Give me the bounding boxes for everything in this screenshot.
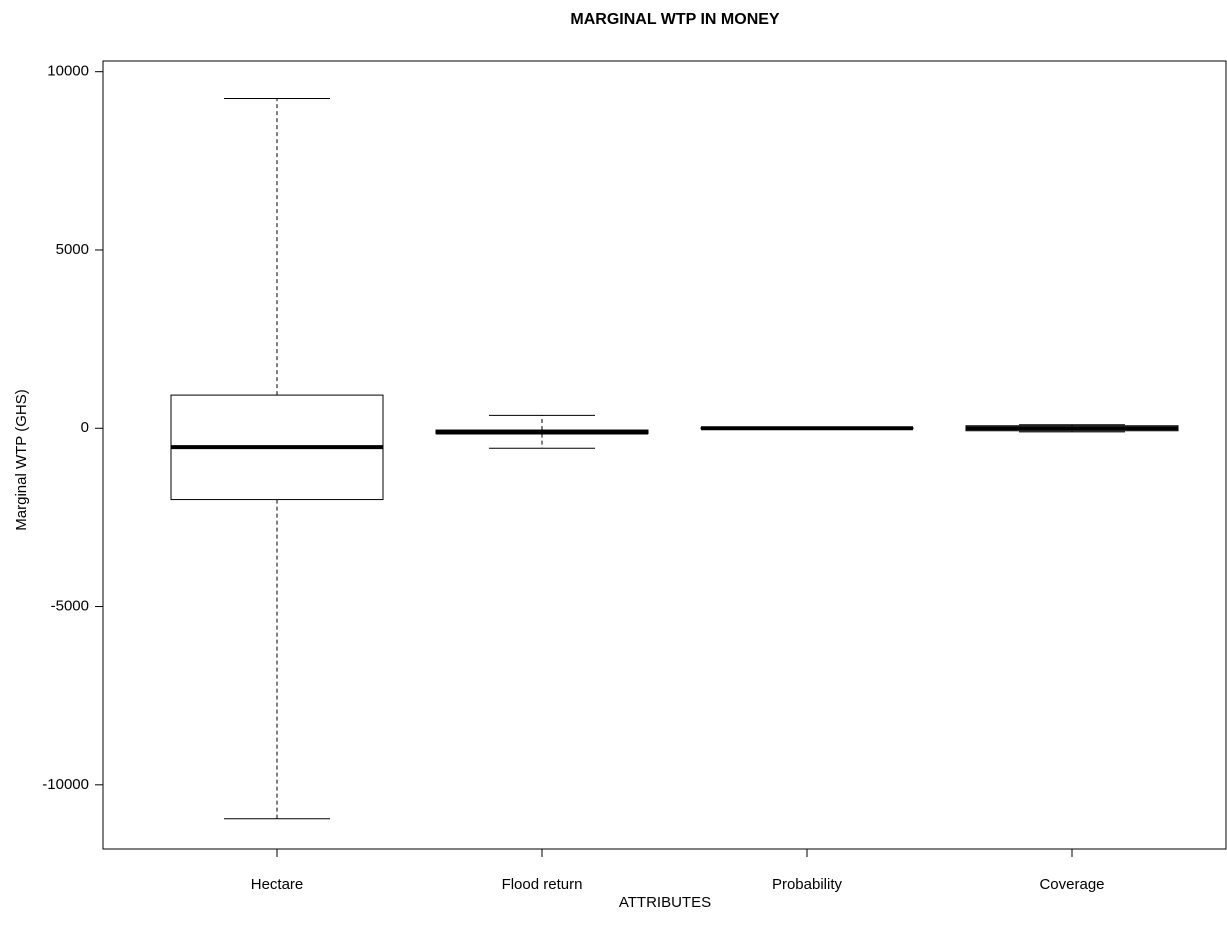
- x-tick-label: Hectare: [251, 876, 304, 893]
- x-tick-label: Probability: [772, 876, 843, 893]
- x-axis-label: ATTRIBUTES: [619, 894, 711, 911]
- chart-title: MARGINAL WTP IN MONEY: [570, 11, 780, 28]
- y-tick-label: -5000: [51, 598, 89, 615]
- y-tick-label: 0: [81, 419, 89, 436]
- x-tick-label: Coverage: [1039, 876, 1104, 893]
- y-axis-label: Marginal WTP (GHS): [13, 389, 30, 530]
- y-tick-label: -10000: [42, 776, 89, 793]
- x-tick-label: Flood return: [502, 876, 583, 893]
- y-tick-label: 5000: [56, 241, 89, 258]
- y-tick-label: 10000: [47, 63, 89, 80]
- plot-frame: [102, 60, 1227, 850]
